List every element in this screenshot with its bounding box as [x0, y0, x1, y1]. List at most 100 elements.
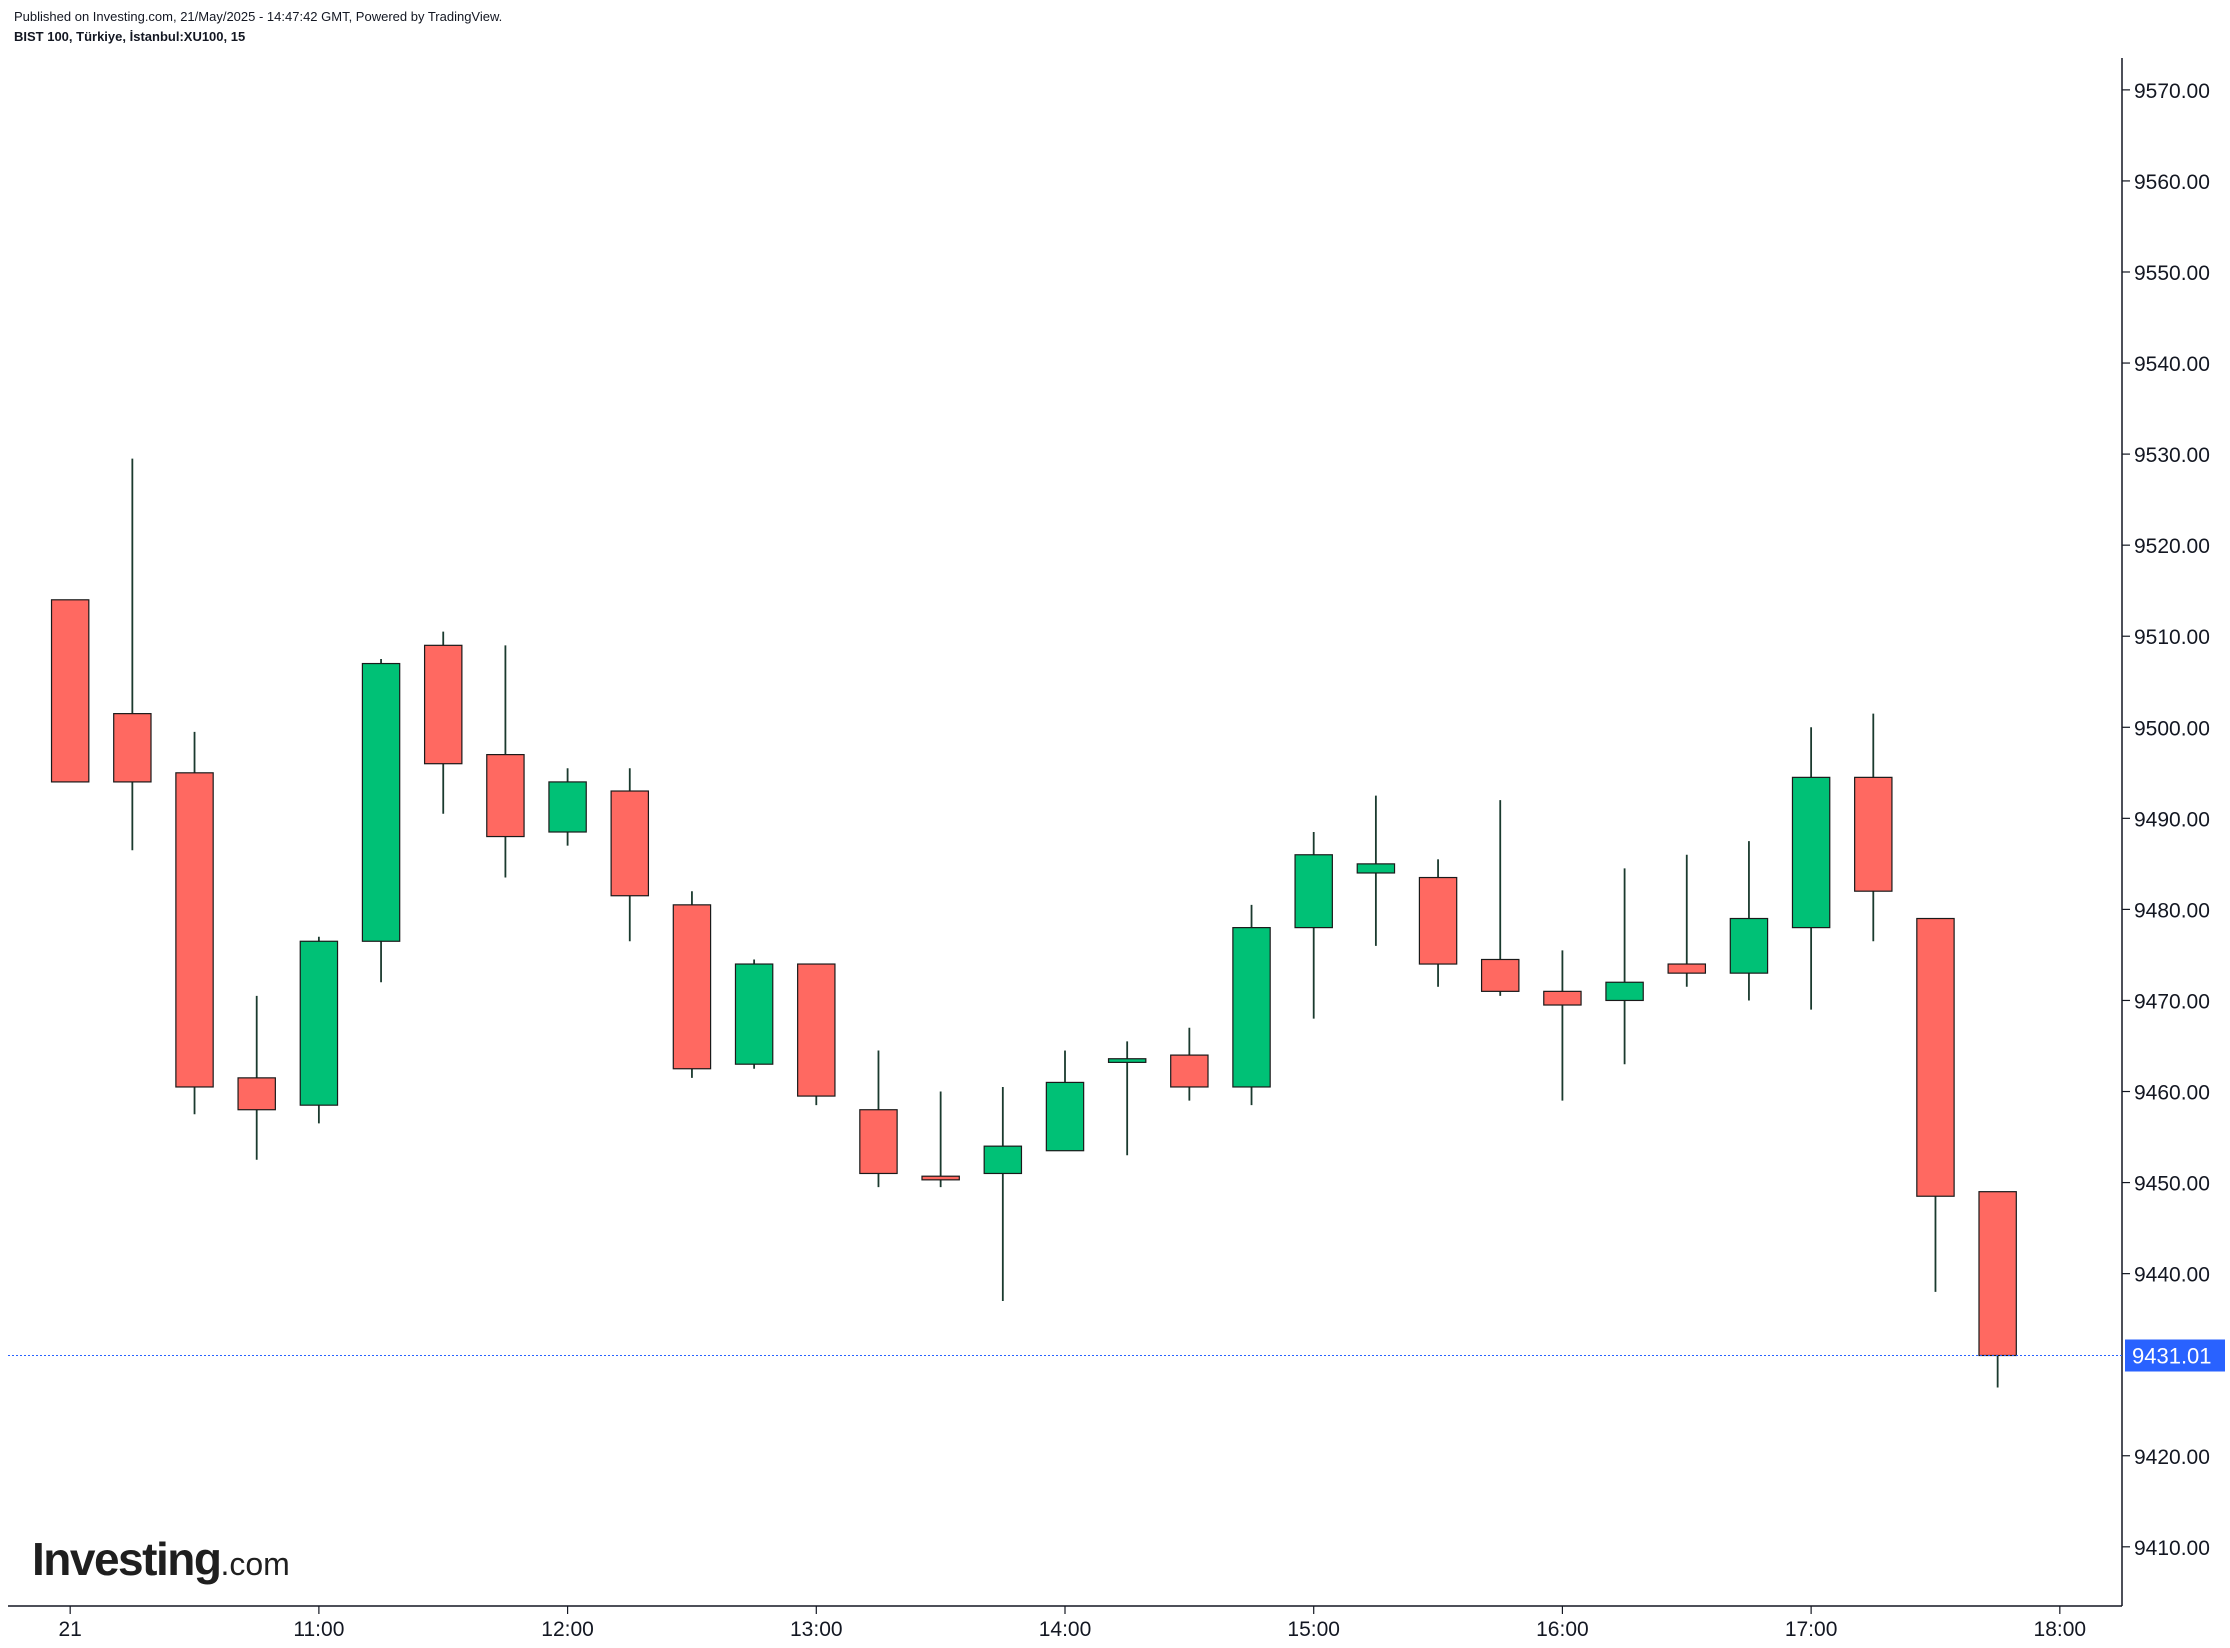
y-tick-label: 9480.00 — [2134, 899, 2210, 922]
candle — [50, 599, 90, 783]
y-tick-label: 9440.00 — [2134, 1264, 2210, 1287]
candle — [859, 1050, 898, 1188]
candle — [734, 959, 774, 1069]
y-tick-label: 9420.00 — [2134, 1446, 2210, 1469]
investing-logo: Investing.com — [32, 1532, 290, 1586]
candle-body-down — [1978, 1191, 2017, 1357]
x-tick-label: 11:00 — [293, 1618, 344, 1641]
candle-body-down — [1418, 876, 1458, 965]
candle-body-up — [1791, 776, 1831, 929]
candle-body-down — [1854, 776, 1893, 892]
candle — [1605, 868, 1644, 1065]
candle-body-up — [1729, 917, 1769, 974]
candle-body-down — [921, 1175, 960, 1181]
y-tick-label: 9460.00 — [2134, 1082, 2210, 1105]
chart-header: Published on Investing.com, 21/May/2025 … — [14, 8, 502, 48]
candle — [1045, 1050, 1085, 1152]
x-tick-label: 16:00 — [1536, 1618, 1589, 1641]
candle-body-down — [486, 753, 525, 838]
x-tick-label: 15:00 — [1287, 1618, 1340, 1641]
candle-body-up — [299, 940, 339, 1106]
y-tick-label: 9470.00 — [2134, 990, 2210, 1013]
candle-body-down — [423, 644, 463, 765]
candle-body-down — [237, 1077, 276, 1111]
axes-layer: 9410.00 9420.00 9440.00 9450.00 9460.00 9470.… — [8, 58, 2210, 1641]
candle — [1791, 727, 1831, 1010]
y-tick-label: 9570.00 — [2134, 80, 2210, 103]
x-tick-label: 12:00 — [541, 1618, 594, 1641]
candle — [113, 458, 152, 851]
candle — [175, 731, 214, 1115]
candle — [1978, 1191, 2017, 1388]
x-tick-label: 14:00 — [1039, 1618, 1092, 1641]
candle-body-up — [1356, 863, 1396, 874]
y-tick-label: 9530.00 — [2134, 444, 2210, 467]
candle — [1729, 841, 1769, 1001]
x-tick-label: 13:00 — [790, 1618, 843, 1641]
candle-body-up — [1045, 1081, 1085, 1152]
candle — [1107, 1041, 1147, 1156]
candle — [672, 891, 712, 1078]
x-tick-label: 21 — [58, 1618, 81, 1641]
candle-body-down — [50, 599, 90, 783]
y-tick-label: 9550.00 — [2134, 262, 2210, 285]
y-tick-label: 9490.00 — [2134, 808, 2210, 831]
candle — [548, 768, 587, 846]
x-tick-label: 17:00 — [1785, 1618, 1838, 1641]
y-tick-label: 9510.00 — [2134, 626, 2210, 649]
candle-body-down — [859, 1109, 898, 1175]
candle — [921, 1091, 960, 1188]
logo-suffix: .com — [220, 1546, 290, 1582]
x-tick-label: 18:00 — [2034, 1618, 2087, 1641]
candle — [1916, 917, 1955, 1292]
candle — [486, 645, 525, 878]
candles-layer — [50, 458, 2017, 1388]
candle-body-up — [734, 963, 774, 1065]
candle — [1232, 904, 1271, 1106]
candle — [1480, 800, 1520, 996]
candle-body-down — [1667, 963, 1707, 974]
y-tick-label: 9500.00 — [2134, 717, 2210, 740]
logo-word: Investing — [32, 1533, 222, 1585]
candle-body-up — [361, 662, 401, 942]
candle — [299, 936, 339, 1124]
candle — [797, 963, 836, 1106]
candle-body-down — [1170, 1054, 1209, 1088]
candle-body-up — [548, 781, 587, 833]
candle — [237, 995, 276, 1160]
candle-body-down — [175, 772, 214, 1088]
y-tick-label: 9520.00 — [2134, 535, 2210, 558]
candle-body-up — [1605, 981, 1644, 1002]
y-tick-label: 9410.00 — [2134, 1537, 2210, 1560]
candle — [1356, 795, 1396, 946]
last-price-badge — [2125, 1339, 2225, 1372]
candle — [983, 1086, 1023, 1301]
candle-body-down — [113, 713, 152, 783]
candle-body-down — [1916, 917, 1955, 1197]
candle — [1667, 854, 1707, 987]
candle-body-up — [1107, 1058, 1147, 1063]
published-note: Published on Investing.com, 21/May/2025 … — [14, 9, 503, 24]
candle — [610, 768, 650, 942]
candle-body-down — [797, 963, 836, 1097]
overlay-layer: 9431.01 — [8, 1339, 2225, 1372]
candle — [1170, 1027, 1209, 1101]
candle — [361, 658, 401, 983]
candle — [1294, 832, 1333, 1019]
candle-body-up — [1294, 854, 1333, 929]
candle-body-down — [610, 790, 650, 897]
y-tick-label: 9450.00 — [2134, 1173, 2210, 1196]
last-price-label: 9431.01 — [2132, 1343, 2212, 1368]
candle-body-down — [1480, 958, 1520, 992]
candle — [1543, 950, 1582, 1101]
y-tick-label: 9560.00 — [2134, 171, 2210, 194]
candle — [1418, 859, 1458, 987]
candle-body-down — [672, 904, 712, 1070]
candle-body-up — [983, 1145, 1023, 1175]
candle-body-down — [1543, 990, 1582, 1006]
y-tick-label: 9540.00 — [2134, 353, 2210, 376]
symbol-title[interactable]: BIST 100, Türkiye, İstanbul:XU100, 15 — [14, 29, 246, 44]
candle — [423, 631, 463, 814]
candle — [1854, 713, 1893, 942]
